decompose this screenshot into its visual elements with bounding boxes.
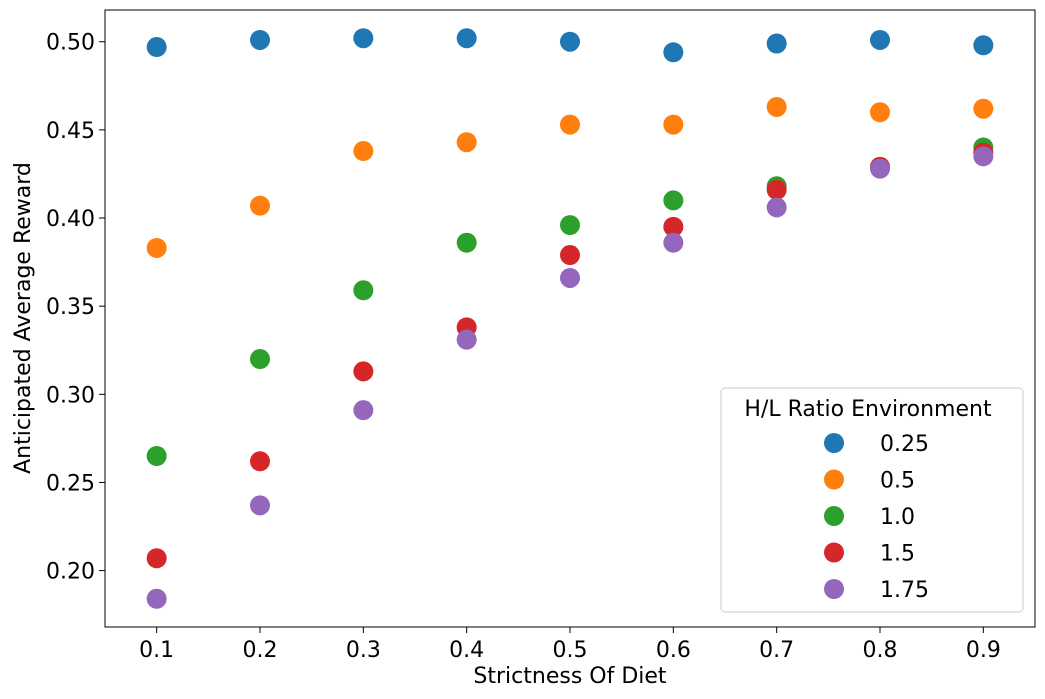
data-point-series-0-5 — [146, 237, 167, 258]
legend-marker — [824, 579, 844, 599]
axis-ticks: 0.1 0.2 0.3 0.4 0.5 0.6 0.7 0.8 0.9 0.20 0.25 0.30 0… — [46, 31, 1001, 663]
data-point-series-0-25 — [973, 35, 994, 56]
data-point-series-1-75 — [663, 232, 684, 253]
legend-title: H/L Ratio Environment — [744, 397, 992, 422]
data-point-series-1-5 — [250, 451, 270, 472]
data-point-series-0-25 — [146, 37, 167, 58]
data-point-series-0-25 — [456, 28, 477, 49]
legend-marker — [824, 469, 844, 490]
data-point-series-1-75 — [456, 329, 477, 350]
x-tick-label: 0.8 — [863, 638, 898, 663]
data-points — [146, 28, 994, 609]
legend-label: 0.25 — [880, 432, 929, 457]
x-tick-label: 0.4 — [449, 638, 484, 663]
data-point-series-0-5 — [456, 132, 477, 153]
legend-label: 0.5 — [880, 469, 915, 494]
data-point-series-0-25 — [353, 28, 374, 49]
data-point-series-0-5 — [870, 102, 890, 123]
data-point-series-1-0 — [250, 349, 270, 370]
y-tick-label: 0.20 — [46, 560, 95, 585]
y-tick-label: 0.45 — [46, 119, 95, 144]
x-tick-label: 0.1 — [139, 638, 174, 663]
x-tick-label: 0.2 — [243, 638, 278, 663]
data-point-series-1-75 — [146, 588, 167, 609]
legend-label: 1.75 — [880, 578, 929, 603]
data-point-series-0-5 — [353, 141, 374, 162]
legend-marker — [824, 506, 844, 526]
plot-frame — [104, 9, 1036, 628]
data-point-series-1-5 — [766, 179, 787, 200]
legend: H/L Ratio Environment 0.25 0.5 1.0 1.5 1.75 — [720, 387, 1024, 613]
legend-entries: 0.25 0.5 1.0 1.5 1.75 — [824, 432, 929, 603]
data-point-series-1-75 — [560, 267, 580, 288]
legend-label: 1.5 — [880, 542, 915, 567]
data-point-series-1-0 — [560, 215, 580, 236]
legend-box — [720, 387, 1024, 613]
data-point-series-0-25 — [870, 29, 890, 50]
data-point-series-0-5 — [973, 98, 994, 119]
data-point-series-1-75 — [353, 400, 374, 421]
data-point-series-0-25 — [560, 31, 580, 52]
y-axis-label: Anticipated Average Reward — [11, 162, 36, 474]
data-point-series-0-5 — [766, 96, 787, 117]
y-tick-label: 0.25 — [46, 471, 95, 496]
data-point-series-1-75 — [766, 197, 787, 218]
x-tick-label: 0.9 — [966, 638, 1001, 663]
data-point-series-1-75 — [870, 158, 890, 179]
legend-label: 1.0 — [880, 505, 915, 530]
legend-marker — [824, 542, 844, 563]
data-point-series-0-5 — [663, 114, 684, 135]
data-point-series-1-0 — [353, 280, 374, 301]
data-point-series-1-75 — [973, 146, 994, 167]
x-tick-label: 0.6 — [656, 638, 691, 663]
data-point-series-1-0 — [456, 232, 477, 253]
y-tick-label: 0.50 — [46, 31, 95, 56]
x-tick-label: 0.7 — [759, 638, 794, 663]
data-point-series-1-5 — [560, 245, 580, 266]
data-point-series-1-5 — [663, 216, 684, 237]
legend-marker — [824, 433, 844, 453]
data-point-series-0-25 — [250, 29, 270, 50]
data-point-series-1-5 — [353, 361, 374, 382]
data-point-series-1-0 — [663, 190, 684, 211]
data-point-series-0-25 — [663, 42, 684, 63]
x-axis-label: Strictness Of Diet — [473, 664, 667, 689]
data-point-series-0-5 — [560, 114, 580, 135]
x-tick-label: 0.3 — [346, 638, 381, 663]
data-point-series-0-25 — [766, 33, 787, 54]
y-tick-label: 0.35 — [46, 295, 95, 320]
y-tick-label: 0.40 — [46, 207, 95, 232]
x-tick-label: 0.5 — [553, 638, 588, 663]
data-point-series-1-5 — [146, 548, 167, 569]
data-point-series-1-75 — [250, 495, 270, 516]
data-point-series-1-0 — [146, 446, 167, 467]
y-tick-label: 0.30 — [46, 383, 95, 408]
data-point-series-0-5 — [250, 195, 270, 216]
